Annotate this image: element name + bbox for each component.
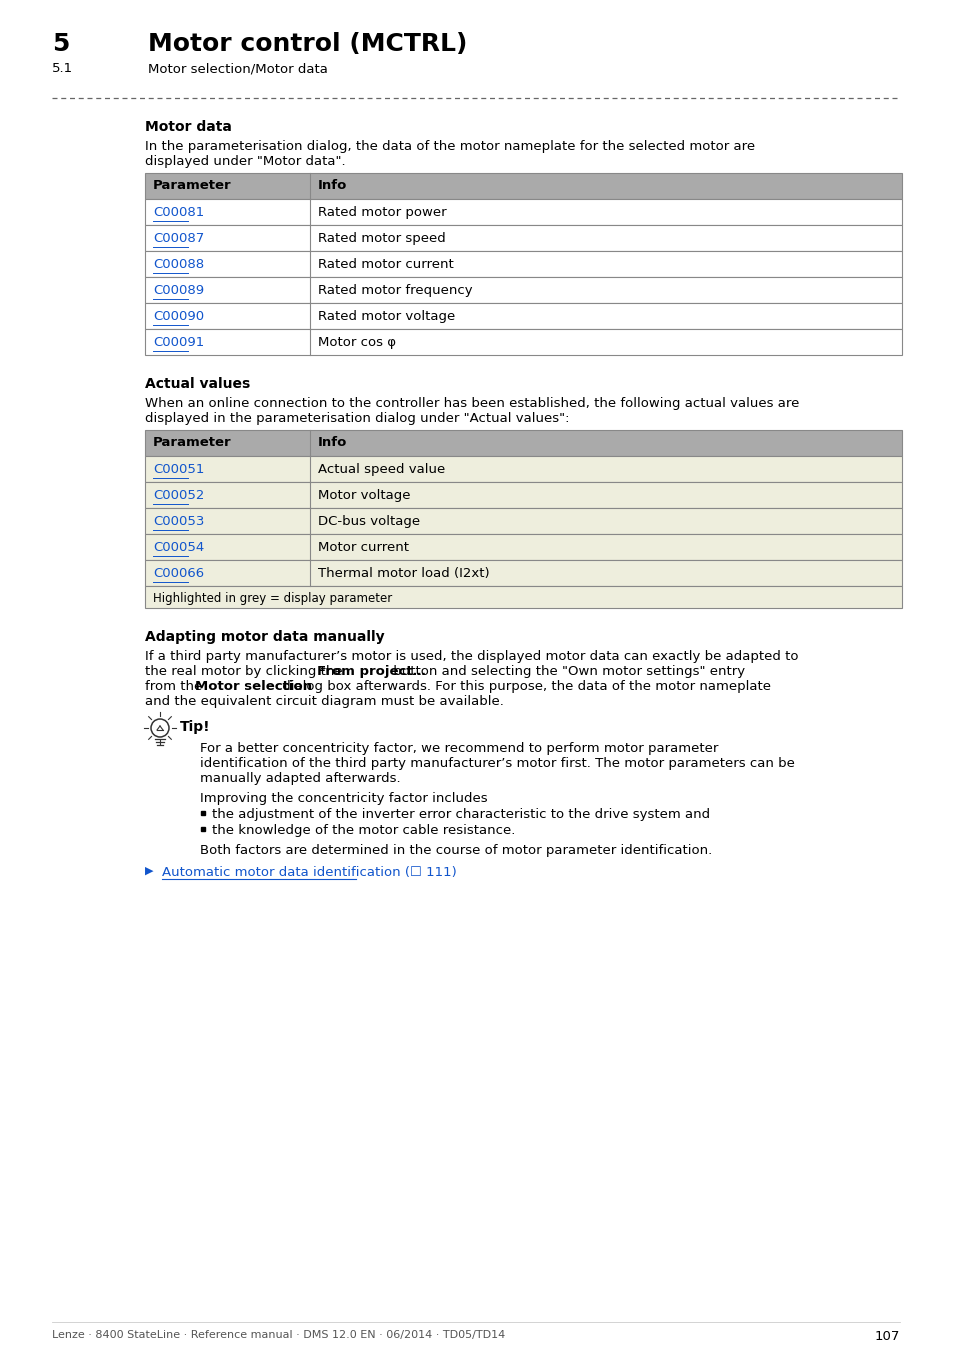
Text: displayed in the parameterisation dialog under "Actual values":: displayed in the parameterisation dialog… (145, 412, 569, 425)
Text: C00081: C00081 (152, 207, 204, 219)
Bar (145, 302, 901, 329)
Text: the real motor by clicking the: the real motor by clicking the (145, 666, 347, 678)
Text: 107: 107 (874, 1330, 899, 1343)
Text: Motor cos φ: Motor cos φ (317, 336, 395, 350)
Text: 5.1: 5.1 (52, 62, 73, 76)
Bar (145, 535, 901, 560)
Text: Actual speed value: Actual speed value (317, 463, 445, 477)
Bar (145, 456, 901, 482)
Bar (145, 431, 901, 456)
Text: button and selecting the "Own motor settings" entry: button and selecting the "Own motor sett… (389, 666, 744, 678)
Text: Rated motor frequency: Rated motor frequency (317, 284, 472, 297)
Text: Actual values: Actual values (145, 377, 250, 392)
Bar (145, 198, 901, 225)
Text: Tip!: Tip! (180, 720, 211, 734)
Text: C00051: C00051 (152, 463, 204, 477)
Bar (145, 508, 901, 535)
Text: Motor current: Motor current (317, 541, 409, 554)
Text: manually adapted afterwards.: manually adapted afterwards. (200, 772, 400, 784)
Text: In the parameterisation dialog, the data of the motor nameplate for the selected: In the parameterisation dialog, the data… (145, 140, 755, 153)
Text: C00087: C00087 (152, 232, 204, 244)
Text: Rated motor power: Rated motor power (317, 207, 446, 219)
Text: dialog box afterwards. For this purpose, the data of the motor nameplate: dialog box afterwards. For this purpose,… (278, 680, 770, 693)
Text: Parameter: Parameter (152, 180, 232, 192)
Text: From project…: From project… (316, 666, 425, 678)
Bar (145, 560, 901, 586)
Text: ▶: ▶ (145, 865, 153, 876)
Text: DC-bus voltage: DC-bus voltage (317, 514, 419, 528)
Bar (145, 329, 901, 355)
Text: Automatic motor data identification (☐ 111): Automatic motor data identification (☐ 1… (162, 865, 456, 879)
Text: Both factors are determined in the course of motor parameter identification.: Both factors are determined in the cours… (200, 844, 712, 857)
Text: Motor selection/Motor data: Motor selection/Motor data (148, 62, 328, 76)
Text: Rated motor voltage: Rated motor voltage (317, 310, 455, 323)
Text: Rated motor current: Rated motor current (317, 258, 454, 271)
Text: C00091: C00091 (152, 336, 204, 350)
Text: C00089: C00089 (152, 284, 204, 297)
Bar (145, 277, 901, 302)
Text: Parameter: Parameter (152, 436, 232, 450)
Text: C00090: C00090 (152, 310, 204, 323)
Text: Motor data: Motor data (145, 120, 232, 134)
Text: the adjustment of the inverter error characteristic to the drive system and: the adjustment of the inverter error cha… (212, 809, 709, 821)
Text: When an online connection to the controller has been established, the following : When an online connection to the control… (145, 397, 799, 410)
Text: C00088: C00088 (152, 258, 204, 271)
Bar (145, 482, 901, 508)
Text: C00066: C00066 (152, 567, 204, 580)
Text: Rated motor speed: Rated motor speed (317, 232, 445, 244)
Text: from the: from the (145, 680, 206, 693)
Text: identification of the third party manufacturer’s motor first. The motor paramete: identification of the third party manufa… (200, 757, 794, 769)
Text: Motor control (MCTRL): Motor control (MCTRL) (148, 32, 467, 55)
Text: Motor voltage: Motor voltage (317, 489, 410, 502)
Text: Improving the concentricity factor includes: Improving the concentricity factor inclu… (200, 792, 487, 805)
Text: Thermal motor load (I2xt): Thermal motor load (I2xt) (317, 567, 489, 580)
Text: 5: 5 (52, 32, 70, 55)
Text: Info: Info (317, 180, 347, 192)
Text: For a better concentricity factor, we recommend to perform motor parameter: For a better concentricity factor, we re… (200, 743, 718, 755)
Text: C00052: C00052 (152, 489, 204, 502)
Text: displayed under "Motor data".: displayed under "Motor data". (145, 155, 345, 167)
Text: the knowledge of the motor cable resistance.: the knowledge of the motor cable resista… (212, 824, 515, 837)
Bar (145, 251, 901, 277)
Text: Highlighted in grey = display parameter: Highlighted in grey = display parameter (152, 593, 392, 605)
Text: If a third party manufacturer’s motor is used, the displayed motor data can exac: If a third party manufacturer’s motor is… (145, 649, 798, 663)
Text: Info: Info (317, 436, 347, 450)
Bar (145, 225, 901, 251)
Text: C00053: C00053 (152, 514, 204, 528)
Bar (145, 173, 901, 198)
Text: C00054: C00054 (152, 541, 204, 554)
Text: and the equivalent circuit diagram must be available.: and the equivalent circuit diagram must … (145, 695, 503, 707)
Bar (145, 586, 901, 608)
Text: Lenze · 8400 StateLine · Reference manual · DMS 12.0 EN · 06/2014 · TD05/TD14: Lenze · 8400 StateLine · Reference manua… (52, 1330, 505, 1341)
Text: Adapting motor data manually: Adapting motor data manually (145, 630, 384, 644)
Text: Motor selection: Motor selection (194, 680, 312, 693)
